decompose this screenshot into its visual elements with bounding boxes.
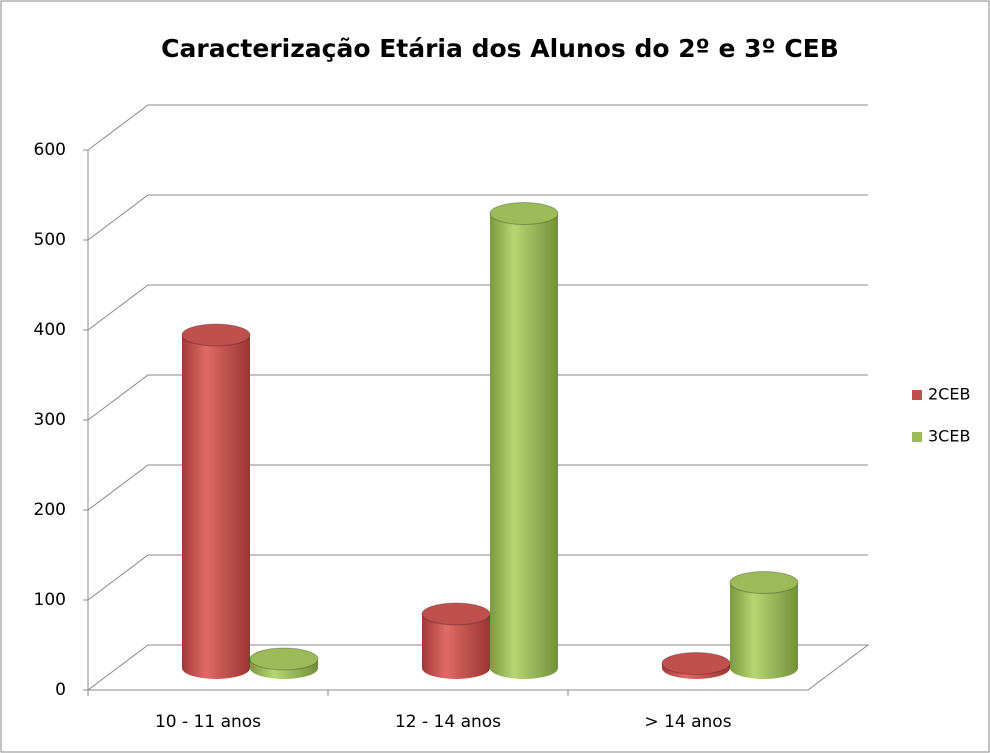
cylinder-top bbox=[249, 647, 319, 671]
cylinder bbox=[181, 323, 251, 679]
grid-line bbox=[87, 374, 868, 421]
x-tick-label: > 14 anos bbox=[644, 712, 731, 732]
x-tick-label: 12 - 14 anos bbox=[395, 712, 501, 732]
y-tick-label: 600 bbox=[34, 140, 66, 160]
legend-swatch bbox=[912, 432, 922, 442]
legend-label: 2CEB bbox=[928, 385, 970, 404]
legend-label: 3CEB bbox=[928, 427, 970, 446]
cylinder bbox=[421, 602, 491, 679]
y-tick-label: 100 bbox=[34, 590, 66, 610]
x-tick-label: 10 - 11 anos bbox=[155, 712, 261, 732]
cylinder bbox=[729, 571, 799, 679]
grid-line bbox=[87, 194, 868, 241]
cylinder-top bbox=[661, 652, 731, 675]
grid-line bbox=[87, 554, 868, 601]
cylinder bbox=[489, 202, 559, 679]
cylinder-body bbox=[490, 213, 558, 679]
grid-line bbox=[87, 284, 868, 331]
cylinder-body bbox=[422, 614, 490, 679]
cylinder-body bbox=[182, 335, 250, 679]
legend-swatch bbox=[912, 390, 922, 400]
chart-title: Caracterização Etária dos Alunos do 2º e… bbox=[161, 34, 839, 63]
cylinder bbox=[661, 652, 731, 679]
y-tick-label: 500 bbox=[34, 230, 66, 250]
cylinder-top bbox=[181, 323, 251, 347]
cylinder-body bbox=[730, 582, 798, 679]
grid-line bbox=[87, 104, 868, 151]
grid-line bbox=[87, 464, 868, 511]
y-tick-label: 300 bbox=[34, 410, 66, 430]
cylinder-top bbox=[489, 202, 559, 225]
cylinder-top bbox=[729, 571, 799, 594]
cylinder bbox=[249, 647, 319, 679]
cylinder-top bbox=[421, 602, 491, 626]
y-tick-label: 200 bbox=[34, 500, 66, 520]
y-tick-label: 400 bbox=[34, 320, 66, 340]
y-tick-label: 0 bbox=[55, 680, 66, 700]
